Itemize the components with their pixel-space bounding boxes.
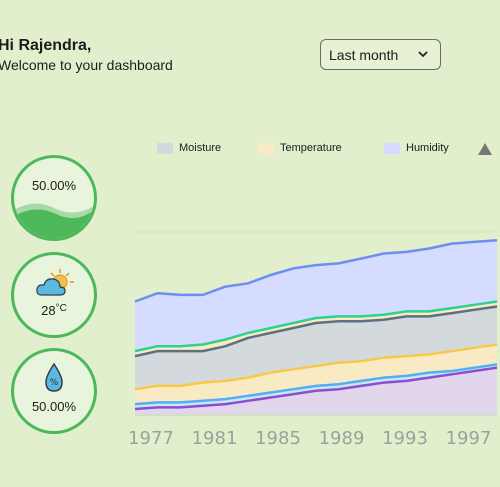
- series-line-1: [134, 300, 498, 353]
- greeting: Hi Rajendra, Welcome to your dashboard: [0, 36, 173, 74]
- period-select[interactable]: Last month: [320, 39, 441, 70]
- x-tick-label: 1997: [446, 428, 492, 449]
- legend-swatch: [258, 142, 274, 154]
- x-tick-label: 1985: [255, 428, 301, 449]
- humidity-value: 50.00%: [31, 399, 77, 414]
- greeting-subtitle: Welcome to your dashboard: [0, 57, 173, 73]
- humidity-drop-icon: %: [45, 363, 63, 392]
- series-line-2: [134, 305, 498, 358]
- moisture-gauge[interactable]: 50.00%: [11, 155, 97, 241]
- x-tick-label: 1981: [192, 428, 238, 449]
- legend-label: Temperature: [280, 142, 342, 154]
- humidity-gauge[interactable]: % 50.00%: [11, 348, 97, 434]
- partly-cloudy-icon: [36, 269, 74, 296]
- x-tick-label: 1989: [319, 428, 365, 449]
- chevron-down-icon: [418, 51, 428, 58]
- moisture-value: 50.00%: [31, 178, 77, 193]
- x-tick-label: 1993: [382, 428, 428, 449]
- legend-item-humidity[interactable]: Humidity: [384, 142, 449, 154]
- greeting-title: Hi Rajendra,: [0, 37, 92, 54]
- wave-icon: [14, 203, 94, 238]
- svg-text:%: %: [50, 378, 59, 388]
- temperature-value: 28°C: [14, 303, 94, 318]
- temperature-unit: °C: [55, 303, 67, 314]
- series-line-4: [134, 363, 498, 406]
- legend-label: Humidity: [406, 142, 449, 154]
- legend-item-moisture[interactable]: Moisture: [157, 142, 221, 154]
- legend-item-temperature[interactable]: Temperature: [258, 142, 342, 154]
- legend-more-triangle-icon[interactable]: [478, 142, 494, 156]
- series-line-0: [134, 239, 498, 303]
- temperature-gauge[interactable]: 28°C: [11, 252, 97, 338]
- legend-label: Moisture: [179, 142, 222, 154]
- legend-swatch: [384, 142, 400, 154]
- legend-swatch: [157, 142, 173, 154]
- period-select-value: Last month: [329, 46, 399, 63]
- series-line-5: [134, 366, 498, 411]
- temperature-number: 28: [41, 303, 56, 318]
- chart-legend: Moisture Temperature Humidity: [0, 142, 500, 158]
- x-tick-label: 1977: [128, 428, 174, 449]
- series-line-3: [134, 343, 498, 391]
